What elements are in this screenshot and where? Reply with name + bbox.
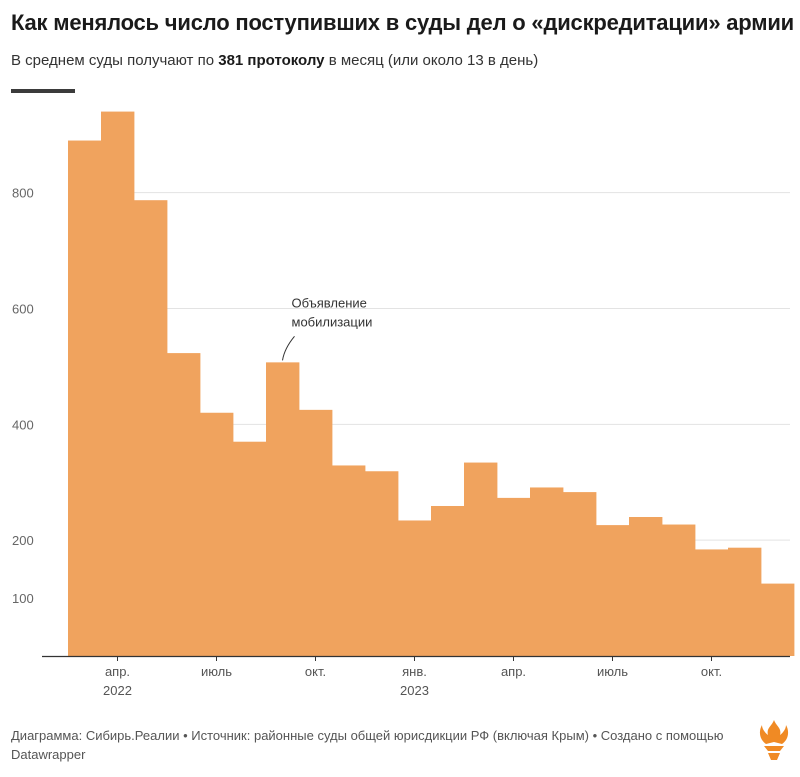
bar — [134, 200, 168, 656]
y-tick-label: 800 — [12, 186, 34, 201]
x-tick-label: июль — [201, 664, 232, 679]
x-tick-label: июль — [597, 664, 628, 679]
x-tick-label: апр. — [105, 664, 130, 679]
bar — [398, 520, 432, 656]
subtitle-text-before: В среднем суды получают по — [11, 52, 219, 69]
bar — [233, 441, 267, 656]
y-tick-label: 600 — [12, 302, 34, 317]
x-tick-year-label: 2023 — [400, 683, 429, 698]
bar — [761, 583, 795, 656]
subtitle-text-after: в месяц (или около 13 в день) — [324, 52, 539, 69]
bar — [563, 492, 597, 656]
annotation-label: мобилизации — [292, 314, 373, 329]
bar — [695, 549, 729, 656]
bar — [332, 465, 366, 656]
chart-title: Как менялось число поступивших в суды де… — [11, 10, 794, 35]
bar — [167, 353, 201, 656]
x-tick-year-label: 2022 — [103, 683, 132, 698]
y-tick-label: 200 — [12, 533, 34, 548]
y-tick-label: 400 — [12, 417, 34, 432]
bar — [530, 487, 564, 656]
bar — [497, 497, 531, 656]
subtitle-highlight: 381 протоколу — [218, 52, 325, 69]
annotation-label: Объявление — [292, 295, 367, 310]
bar — [365, 471, 399, 656]
chart-subtitle: В среднем суды получают по 381 протоколу… — [11, 52, 538, 69]
x-tick-label: апр. — [501, 664, 526, 679]
bar — [266, 362, 300, 656]
bar — [596, 525, 630, 656]
x-tick-label: окт. — [701, 664, 722, 679]
bar — [464, 462, 498, 656]
bar — [431, 505, 465, 656]
bar — [299, 409, 333, 656]
chart-footer: Диаграмма: Сибирь.Реалии • Источник: рай… — [11, 728, 724, 762]
rferl-flame-logo-icon — [759, 720, 789, 760]
bar — [629, 517, 663, 656]
y-tick-label: 100 — [12, 591, 34, 606]
bar — [662, 524, 696, 656]
bar-chart: 100 200 400 600 800 апр. 2022 июль окт. янв. 2023 а… — [12, 111, 795, 698]
bar — [101, 111, 135, 657]
bar — [728, 547, 762, 656]
x-tick-label: янв. — [402, 664, 427, 679]
bar — [68, 140, 102, 656]
x-tick-label: окт. — [305, 664, 326, 679]
annotation-pointer — [282, 336, 295, 361]
bar — [200, 412, 234, 656]
accent-bar — [11, 89, 75, 93]
